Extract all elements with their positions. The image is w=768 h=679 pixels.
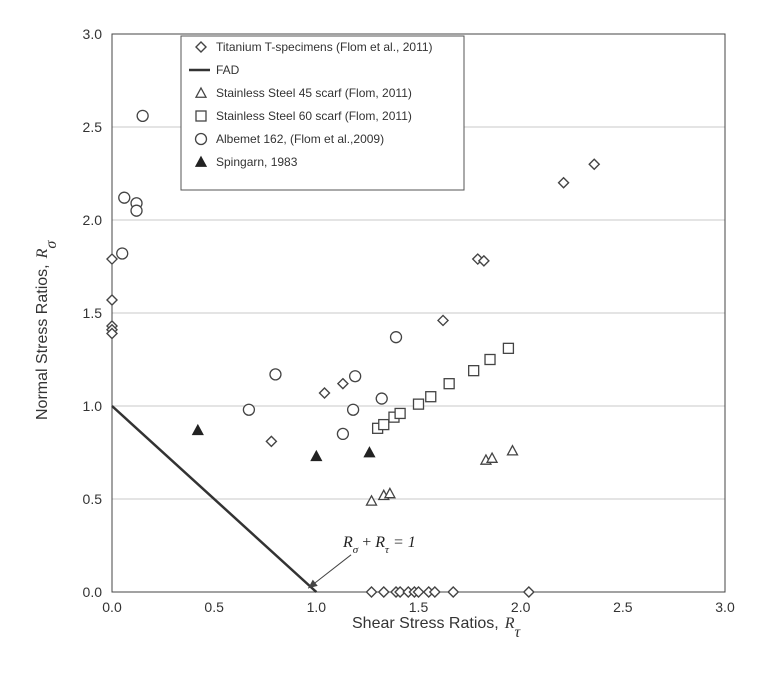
point-s5-0	[191, 423, 204, 436]
point-s2-2	[383, 487, 396, 499]
point-s3-1	[378, 418, 390, 431]
point-s4-2	[130, 204, 143, 217]
legend-item-0: Titanium T-specimens (Flom et al., 2011)	[195, 40, 433, 54]
point-s0-21	[428, 586, 441, 598]
point-s0-8	[437, 314, 450, 327]
point-s4-5	[242, 403, 256, 416]
point-s0-19	[412, 586, 425, 598]
y-tick-label-2: 1.0	[83, 398, 103, 414]
point-s0-13	[365, 586, 378, 598]
fad-equation-annotation: Rσ + Rτ = 1	[307, 534, 416, 589]
y-tick-label-5: 2.5	[83, 119, 103, 135]
point-s3-6	[443, 378, 455, 390]
point-s0-10	[477, 254, 490, 267]
legend-label-2: Stainless Steel 45 scarf (Flom, 2011)	[216, 86, 412, 100]
point-s3-8	[484, 353, 496, 366]
legend-item-3: Stainless Steel 60 scarf (Flom, 2011)	[195, 109, 412, 123]
annotation-arrow	[307, 554, 352, 589]
point-s0-23	[522, 586, 535, 598]
legend-box	[180, 35, 465, 191]
legend: Titanium T-specimens (Flom et al., 2011)…	[180, 35, 465, 191]
y-tick-label-4: 2.0	[83, 212, 103, 228]
legend-item-5: Spingarn, 1983	[194, 155, 298, 169]
point-s0-7	[336, 377, 349, 390]
point-s2-0	[365, 494, 378, 506]
x-tick-label-0: 0.0	[102, 599, 122, 615]
y-axis-tick-labels: 0.0 0.5 1.0 1.5 2.0 2.5 3.0	[83, 26, 103, 600]
legend-swatch-3	[195, 110, 207, 122]
x-tick-label-3: 1.5	[409, 599, 429, 615]
point-s3-5	[425, 391, 437, 403]
data-series	[106, 109, 601, 598]
x-axis-tick-labels: 0.0 0.5 1.0 1.5 2.0 2.5 3.0	[102, 599, 735, 615]
legend-swatch-4	[194, 132, 208, 146]
series-0	[106, 158, 601, 598]
point-s0-14	[377, 586, 390, 598]
point-s5-1	[310, 449, 323, 462]
x-tick-label-2: 1.0	[307, 599, 327, 615]
y-axis-label: Normal Stress Ratios,Rσ	[34, 240, 60, 420]
point-s4-11	[389, 331, 403, 344]
fad-line	[111, 405, 318, 593]
series-1	[111, 405, 318, 593]
legend-items: Titanium T-specimens (Flom et al., 2011)…	[189, 40, 433, 169]
x-tick-label-1: 0.5	[204, 599, 224, 615]
point-s3-7	[468, 365, 480, 377]
point-s2-4	[485, 451, 499, 463]
point-s4-7	[336, 427, 350, 441]
point-s2-5	[506, 444, 519, 456]
legend-item-1: FAD	[189, 63, 240, 77]
point-s4-10	[375, 392, 388, 405]
point-s3-9	[502, 342, 515, 354]
point-s0-16	[394, 586, 407, 598]
legend-label-3: Stainless Steel 60 scarf (Flom, 2011)	[216, 109, 412, 123]
series-2	[365, 444, 519, 506]
point-s0-0	[106, 253, 118, 266]
y-tick-label-6: 3.0	[83, 26, 103, 42]
point-s3-3	[394, 407, 406, 420]
x-tick-label-6: 3.0	[715, 599, 735, 615]
legend-item-2: Stainless Steel 45 scarf (Flom, 2011)	[194, 86, 412, 100]
x-axis-label: Shear Stress Ratios, Rτ	[352, 615, 522, 641]
series-5	[191, 423, 376, 462]
point-s4-8	[346, 403, 360, 416]
point-s0-11	[557, 176, 570, 189]
annotation-arrowhead	[308, 579, 318, 589]
point-s0-1	[106, 293, 118, 306]
point-s4-9	[349, 370, 362, 383]
point-s5-2	[363, 446, 376, 458]
y-tick-label-1: 0.5	[83, 491, 103, 507]
point-s4-4	[116, 247, 129, 260]
legend-item-4: Albemet 162, (Flom et al.,2009)	[194, 132, 384, 146]
x-tick-label-5: 2.5	[613, 599, 633, 615]
point-s4-0	[118, 191, 131, 204]
series-3	[371, 342, 515, 434]
point-s4-6	[269, 368, 282, 381]
point-s0-22	[447, 586, 460, 598]
x-tick-label-4: 2.0	[511, 599, 531, 615]
legend-label-0: Titanium T-specimens (Flom et al., 2011)	[216, 40, 433, 54]
legend-label-4: Albemet 162, (Flom et al.,2009)	[216, 132, 384, 146]
legend-label-1: FAD	[216, 63, 240, 77]
point-s0-6	[318, 386, 331, 399]
annotation-text: Rσ + Rτ = 1	[342, 534, 416, 556]
point-s0-5	[265, 435, 278, 448]
legend-label-5: Spingarn, 1983	[216, 155, 298, 169]
point-s0-12	[588, 158, 601, 171]
y-tick-label-0: 0.0	[83, 584, 103, 600]
point-s3-4	[412, 398, 425, 410]
legend-swatch-0	[195, 41, 207, 53]
legend-swatch-2	[194, 86, 208, 98]
series-4	[116, 109, 403, 441]
point-s0-4	[106, 327, 118, 340]
point-s4-3	[136, 109, 149, 122]
y-tick-label-3: 1.5	[83, 305, 103, 321]
legend-swatch-5	[194, 155, 208, 167]
